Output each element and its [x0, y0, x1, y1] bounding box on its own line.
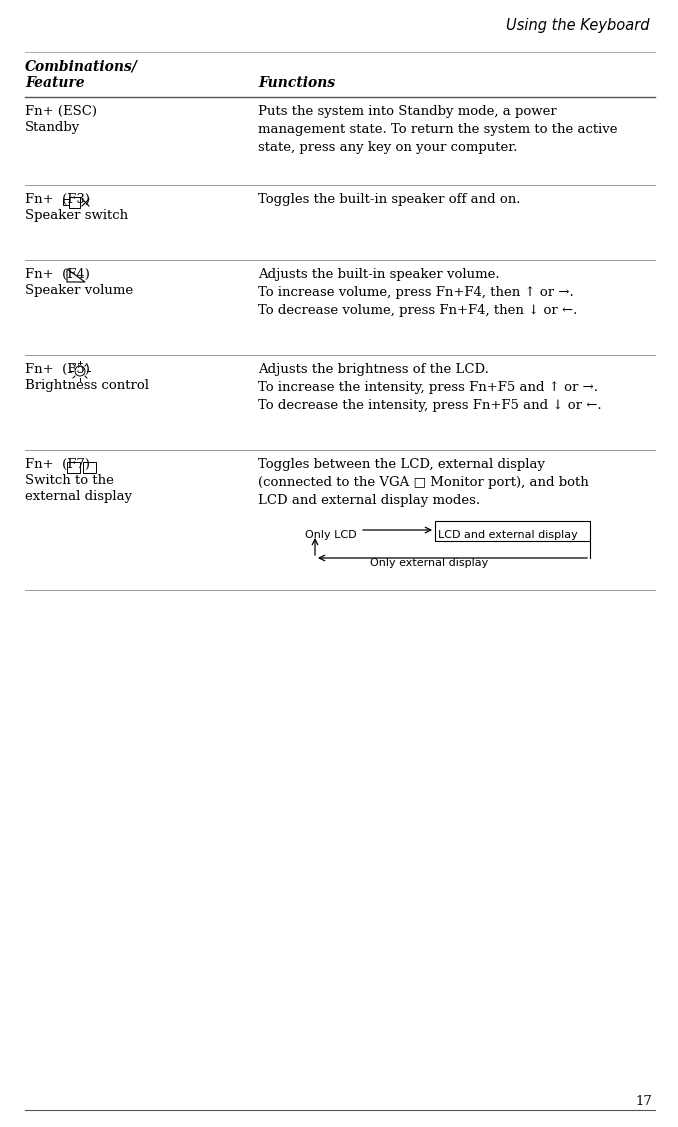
Text: Speaker switch: Speaker switch: [25, 208, 128, 222]
Text: external display: external display: [25, 490, 132, 503]
Text: Standby: Standby: [25, 121, 80, 134]
Text: Adjusts the built-in speaker volume.
To increase volume, press Fn+F4, then ↑ or : Adjusts the built-in speaker volume. To …: [258, 268, 578, 317]
Text: Fn+ (ESC): Fn+ (ESC): [25, 105, 97, 118]
Text: Combinations/: Combinations/: [25, 60, 138, 74]
Text: 17: 17: [635, 1095, 652, 1108]
Text: Toggles between the LCD, external display
(connected to the VGA □ Monitor port),: Toggles between the LCD, external displa…: [258, 458, 589, 507]
Text: Only LCD: Only LCD: [305, 530, 357, 540]
Bar: [69, 197, 80, 208]
Text: Speaker volume: Speaker volume: [25, 284, 133, 298]
Text: Brightness control: Brightness control: [25, 379, 149, 392]
Text: Adjusts the brightness of the LCD.
To increase the intensity, press Fn+F5 and ↑ : Adjusts the brightness of the LCD. To in…: [258, 363, 601, 412]
Text: Functions: Functions: [258, 76, 335, 90]
Text: LCD and external display: LCD and external display: [438, 530, 578, 540]
Text: Toggles the built-in speaker off and on.: Toggles the built-in speaker off and on.: [258, 193, 521, 206]
Text: Fn+  (F7): Fn+ (F7): [25, 458, 90, 471]
Text: Feature: Feature: [25, 76, 85, 90]
Text: Only external display: Only external display: [370, 558, 488, 568]
Text: Fn+  (F5): Fn+ (F5): [25, 363, 90, 376]
Bar: [67, 462, 80, 473]
Bar: [435, 521, 590, 541]
Text: Fn+  (F4): Fn+ (F4): [25, 268, 90, 281]
Text: Switch to the: Switch to the: [25, 474, 114, 487]
Text: Using the Keyboard: Using the Keyboard: [506, 18, 650, 33]
Text: Puts the system into Standby mode, a power
management state. To return the syste: Puts the system into Standby mode, a pow…: [258, 105, 618, 154]
Bar: [83, 462, 96, 473]
Text: Fn+  (F3): Fn+ (F3): [25, 193, 90, 206]
Bar: [63, 199, 69, 205]
